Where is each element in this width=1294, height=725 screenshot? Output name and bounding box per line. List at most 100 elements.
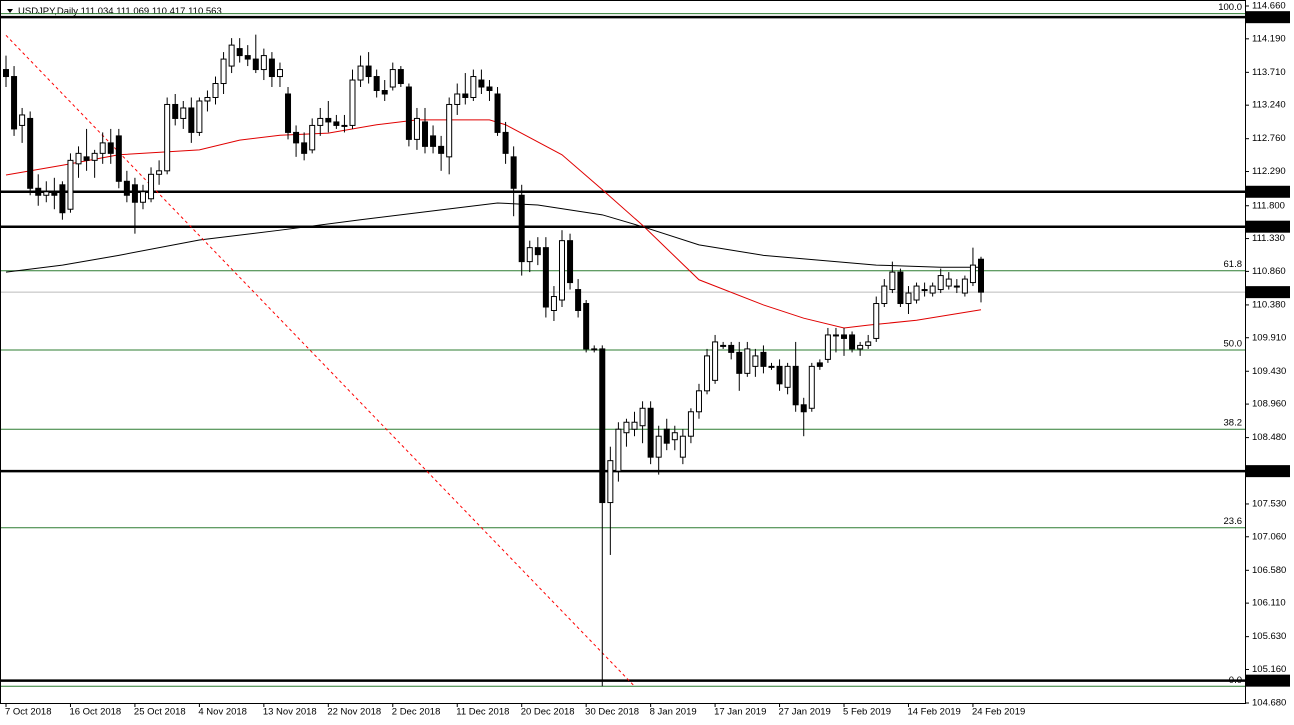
candle-body (148, 173, 155, 200)
candle-body (67, 159, 74, 210)
candle-body (929, 285, 936, 294)
candle-body (897, 271, 904, 305)
fib-label: 38.2 (1224, 418, 1243, 429)
candle-body (712, 341, 719, 381)
y-tick-label: 111.330 (1252, 233, 1285, 244)
candle-body (397, 69, 404, 85)
candle-body (228, 44, 235, 67)
candle-body (776, 365, 783, 385)
candle-body (494, 93, 501, 133)
candle-body (816, 362, 823, 367)
candle-body (631, 421, 638, 430)
candle-body (365, 65, 372, 78)
candle-body (849, 334, 856, 350)
candle-body (800, 404, 807, 413)
level-label: 105.000 (1250, 675, 1284, 686)
candle-body (196, 100, 203, 133)
ohlc-close: 110.563 (188, 6, 222, 17)
candle-body (945, 278, 952, 287)
candle-body (583, 303, 590, 350)
symbol-title: USDJPY,Daily (18, 6, 78, 17)
x-tick-label: 17 Jan 2019 (714, 707, 766, 718)
candle-body (139, 191, 146, 203)
y-tick-label: 112.760 (1252, 133, 1286, 144)
candle-body (824, 334, 831, 360)
x-tick-label: 4 Nov 2018 (198, 707, 247, 718)
level-label: 114.500 (1250, 12, 1284, 23)
fib-label: 50.0 (1224, 338, 1243, 349)
level-box (1246, 11, 1290, 24)
candle-body (615, 428, 622, 472)
candle-body (59, 184, 66, 214)
candle-body (75, 152, 82, 165)
candle-body (349, 79, 356, 126)
candle-body (413, 117, 420, 140)
candle-body (276, 69, 283, 78)
candle-body (131, 184, 138, 203)
x-tick-label: 11 Dec 2018 (456, 707, 509, 718)
level-box (1246, 465, 1290, 478)
candle-body (470, 76, 477, 98)
current-price-box (1246, 286, 1290, 299)
candle-body (550, 296, 557, 312)
y-tick-label: 105.160 (1252, 664, 1286, 675)
candle-body (309, 124, 316, 151)
candle-body (422, 121, 429, 147)
candle-body (752, 355, 759, 367)
y-tick-label: 109.430 (1252, 366, 1286, 377)
candle-body (865, 341, 872, 346)
candle-body (510, 156, 517, 189)
current-price-label: 110.563 (1250, 287, 1284, 298)
candle-body (784, 365, 791, 388)
level-label: 112.000 (1250, 186, 1284, 197)
candle-body (728, 344, 735, 353)
candle-body (83, 156, 90, 161)
x-tick-label: 25 Oct 2018 (134, 707, 186, 718)
candle-body (961, 278, 968, 294)
candle-body (438, 145, 445, 154)
x-tick-label: 22 Nov 2018 (327, 707, 381, 718)
candle-body (841, 334, 848, 339)
candle-body (542, 247, 549, 308)
candle-body (212, 83, 219, 98)
candle-body (478, 79, 485, 88)
candle-body (792, 365, 799, 406)
fib-label: 100.0 (1218, 2, 1242, 13)
y-tick-label: 105.630 (1252, 631, 1286, 642)
level-label: 111.500 (1250, 221, 1283, 232)
candle-body (695, 390, 702, 413)
candle-body (107, 142, 114, 154)
candle-body (357, 65, 364, 81)
candle-body (647, 407, 654, 458)
candle-body (220, 58, 227, 85)
candle-body (857, 344, 864, 350)
y-tick-label: 110.860 (1252, 266, 1286, 277)
candle-body (921, 289, 928, 292)
candle-body (704, 355, 711, 392)
candle-body (285, 93, 292, 133)
candle-body (454, 93, 461, 105)
candle-body (43, 191, 50, 196)
y-tick-label: 109.910 (1252, 332, 1286, 343)
y-tick-label: 104.680 (1252, 698, 1286, 709)
y-tick-label: 106.110 (1252, 598, 1286, 609)
y-tick-label: 113.710 (1252, 67, 1286, 78)
candle-body (180, 107, 187, 119)
y-tick-label: 112.290 (1252, 166, 1286, 177)
candle-body (736, 351, 743, 374)
y-tick-label: 108.480 (1252, 432, 1286, 443)
y-tick-label: 114.190 (1252, 33, 1286, 44)
candle-body (27, 117, 34, 189)
candle-body (430, 135, 437, 147)
candle-body (293, 131, 300, 144)
candle-body (591, 348, 598, 351)
y-tick-label: 110.380 (1252, 299, 1286, 310)
y-tick-label: 107.060 (1252, 531, 1286, 542)
x-tick-label: 16 Oct 2018 (69, 707, 121, 718)
candle-body (123, 180, 130, 196)
candle-body (333, 121, 340, 126)
candle-body (768, 365, 775, 368)
candle-body (156, 170, 163, 175)
candle-body (268, 58, 275, 78)
candle-body (671, 432, 678, 441)
